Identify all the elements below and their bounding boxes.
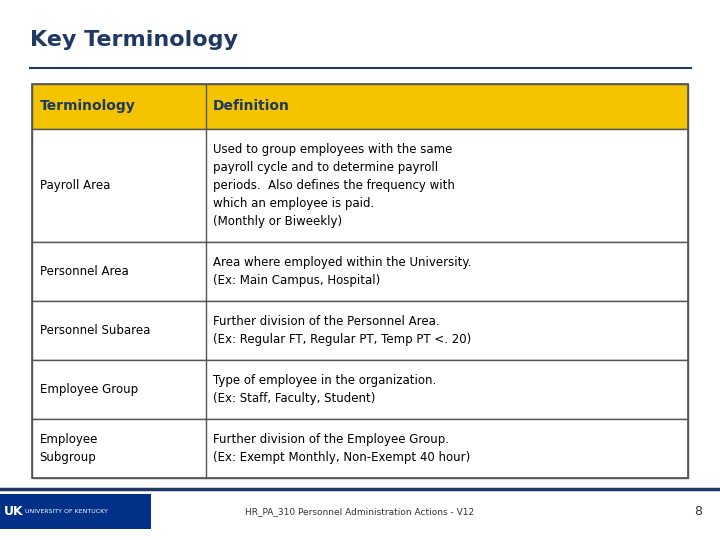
Bar <box>32 419 688 478</box>
Bar <box>32 301 688 360</box>
Text: Employee
Subgroup: Employee Subgroup <box>40 433 98 464</box>
Text: UK: UK <box>4 505 23 518</box>
Text: Payroll Area: Payroll Area <box>40 179 110 192</box>
Bar <box>0 494 151 529</box>
Bar <box>32 84 688 129</box>
Text: Type of employee in the organization.
(Ex: Staff, Faculty, Student): Type of employee in the organization. (E… <box>213 374 436 405</box>
Text: HR_PA_310 Personnel Administration Actions - V12: HR_PA_310 Personnel Administration Actio… <box>246 507 474 516</box>
Text: Used to group employees with the same
payroll cycle and to determine payroll
per: Used to group employees with the same pa… <box>213 143 455 228</box>
Text: Further division of the Personnel Area.
(Ex: Regular FT, Regular PT, Temp PT <. : Further division of the Personnel Area. … <box>213 315 472 346</box>
Text: Key Terminology: Key Terminology <box>30 30 238 50</box>
Text: Terminology: Terminology <box>40 99 135 113</box>
Bar <box>32 360 688 419</box>
Bar <box>32 242 688 301</box>
Text: Personnel Subarea: Personnel Subarea <box>40 324 150 337</box>
Text: Employee Group: Employee Group <box>40 383 138 396</box>
Text: UNIVERSITY OF KENTUCKY: UNIVERSITY OF KENTUCKY <box>25 509 108 514</box>
Bar <box>32 129 688 242</box>
Text: Further division of the Employee Group.
(Ex: Exempt Monthly, Non-Exempt 40 hour): Further division of the Employee Group. … <box>213 433 470 464</box>
Text: Definition: Definition <box>213 99 290 113</box>
Bar <box>32 84 688 478</box>
Text: Area where employed within the University.
(Ex: Main Campus, Hospital): Area where employed within the Universit… <box>213 256 472 287</box>
Text: Personnel Area: Personnel Area <box>40 265 128 278</box>
Text: 8: 8 <box>694 505 702 518</box>
